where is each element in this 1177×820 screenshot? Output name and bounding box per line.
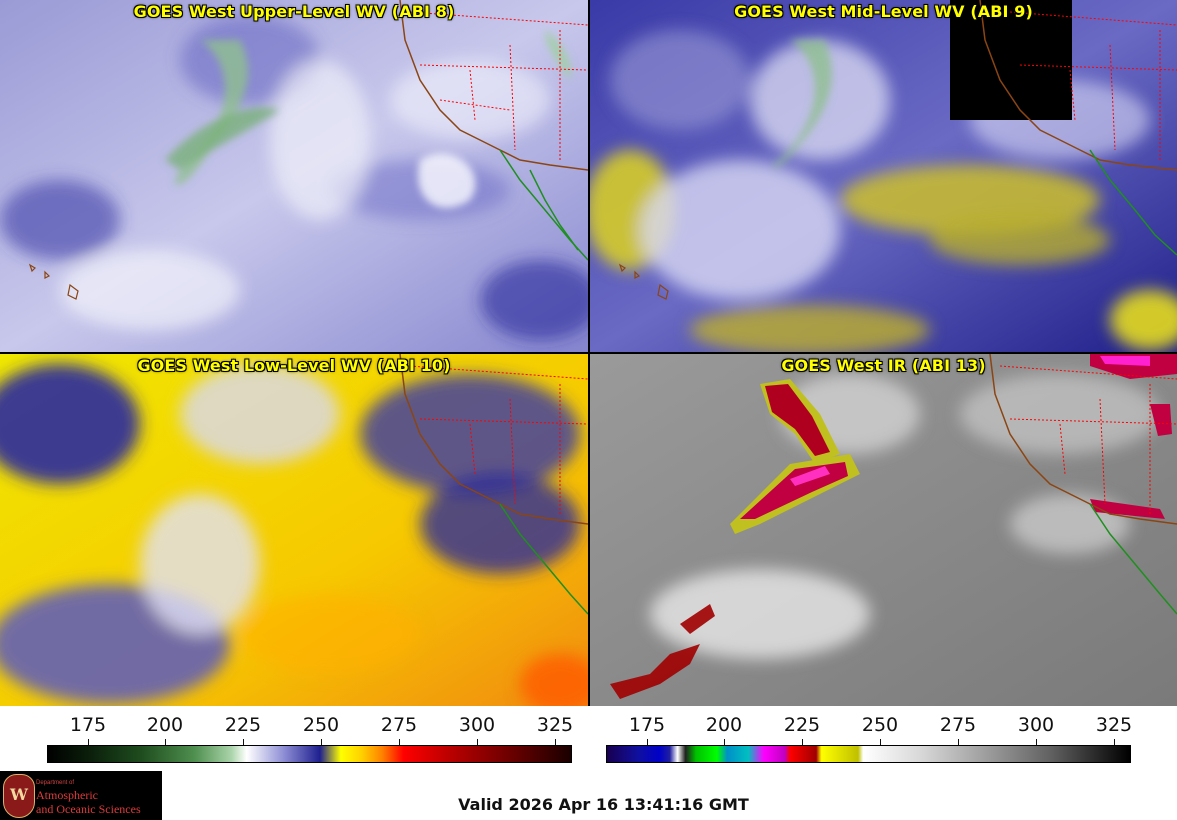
ir-colorbar: 175 200 225 250 275 300 325 xyxy=(606,712,1133,768)
ir-tick-mark xyxy=(647,739,648,745)
wv-tick-label: 225 xyxy=(224,714,262,736)
logo-line-1: Atmospheric xyxy=(36,788,98,802)
ir-tick-label: 200 xyxy=(705,714,743,736)
ir-tick-mark xyxy=(1036,739,1037,745)
wv-colorbar: 175 200 225 250 275 300 325 xyxy=(47,712,574,768)
mid-level-wv-panel: GOES West Mid-Level WV (ABI 9) xyxy=(590,0,1177,352)
ir-tick-label: 300 xyxy=(1017,714,1055,736)
satellite-panel-grid: GOES West Upper-Level WV (ABI 8) xyxy=(0,0,1177,706)
ir-tick-label: 325 xyxy=(1095,714,1133,736)
ir-panel: GOES West IR (ABI 13) xyxy=(590,354,1177,706)
wv-colorbar-gradient xyxy=(47,745,572,763)
ir-tick-label: 250 xyxy=(861,714,899,736)
ir-tick-mark xyxy=(724,739,725,745)
wv-colorbar-ticks: 175 200 225 250 275 300 325 xyxy=(47,712,574,745)
ir-colorbar-ticks: 175 200 225 250 275 300 325 xyxy=(606,712,1133,745)
ir-tick-label: 175 xyxy=(628,714,666,736)
wv-tick-label: 325 xyxy=(536,714,574,736)
wv-tick-mark xyxy=(321,739,322,745)
wv-tick-mark xyxy=(243,739,244,745)
wv-tick-mark xyxy=(399,739,400,745)
wv-tick-mark xyxy=(88,739,89,745)
ir-tick-mark xyxy=(802,739,803,745)
ir-tick-label: 275 xyxy=(939,714,977,736)
low-level-wv-panel: GOES West Low-Level WV (ABI 10) xyxy=(0,354,588,706)
ir-image xyxy=(590,354,1177,706)
ir-tick-mark xyxy=(880,739,881,745)
low-level-wv-image xyxy=(0,354,588,706)
upper-level-wv-panel: GOES West Upper-Level WV (ABI 8) xyxy=(0,0,588,352)
wv-tick-label: 250 xyxy=(302,714,340,736)
logo-department-text: Department of xyxy=(36,780,75,786)
wv-tick-label: 300 xyxy=(458,714,496,736)
wv-tick-label: 200 xyxy=(146,714,184,736)
wv-tick-mark xyxy=(477,739,478,745)
aos-logo: W Department of Atmospheric and Oceanic … xyxy=(0,771,162,820)
university-seal-icon: W xyxy=(3,774,35,818)
ir-tick-mark xyxy=(958,739,959,745)
upper-level-wv-image xyxy=(0,0,588,352)
ir-colorbar-gradient xyxy=(606,745,1131,763)
wv-tick-mark xyxy=(555,739,556,745)
mid-level-wv-image xyxy=(590,0,1177,352)
ir-tick-mark xyxy=(1114,739,1115,745)
wv-tick-mark xyxy=(165,739,166,745)
wv-tick-label: 175 xyxy=(69,714,107,736)
ir-tick-label: 225 xyxy=(783,714,821,736)
wv-tick-label: 275 xyxy=(380,714,418,736)
valid-time-label: Valid 2026 Apr 16 13:41:16 GMT xyxy=(458,795,749,814)
logo-line-2: and Oceanic Sciences xyxy=(36,802,141,816)
